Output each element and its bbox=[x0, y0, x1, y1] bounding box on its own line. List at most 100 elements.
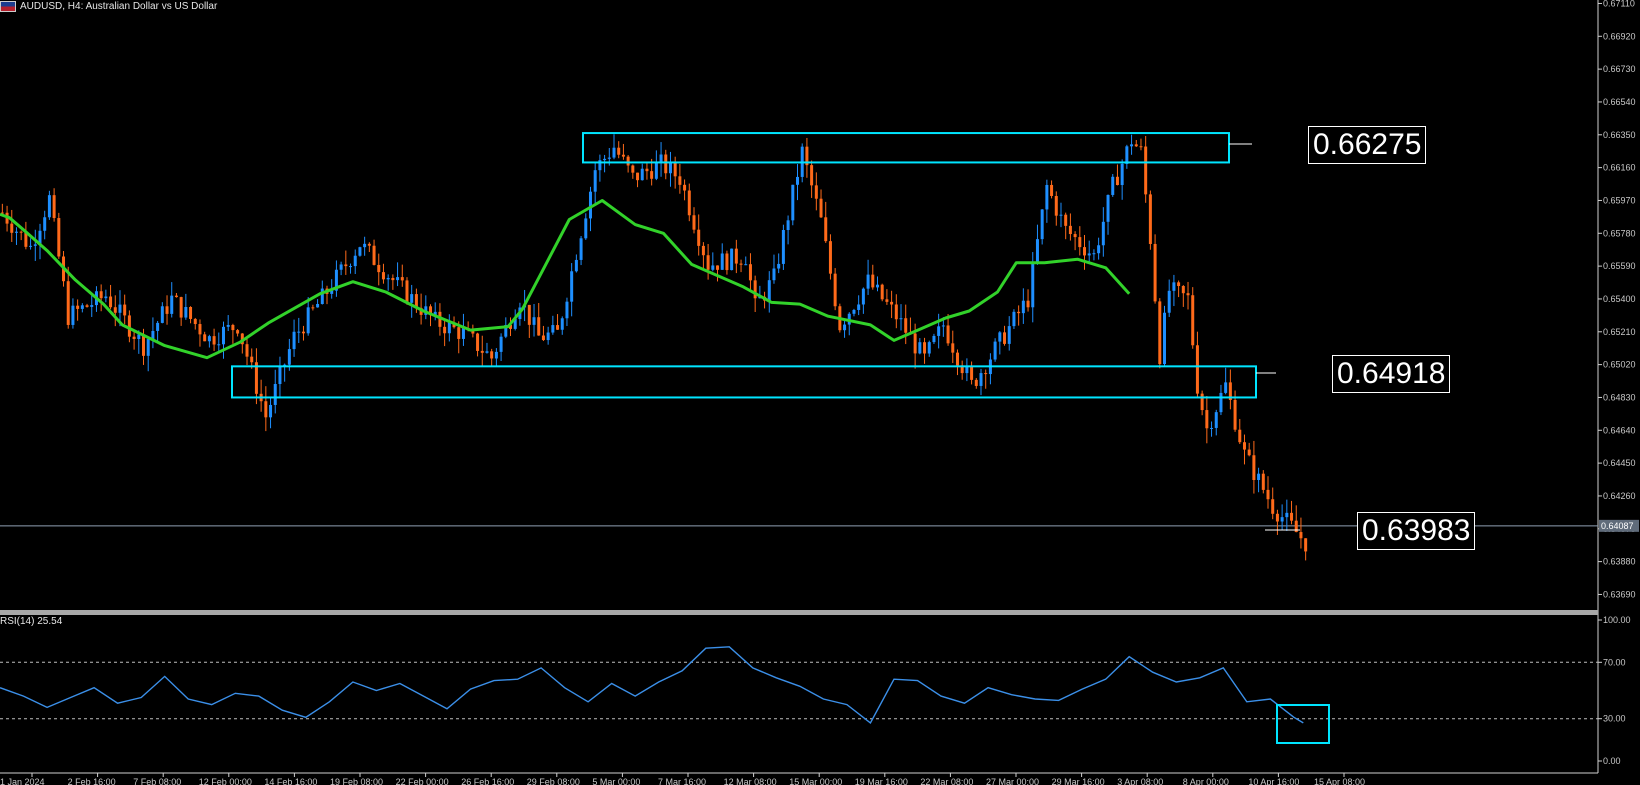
candle-body bbox=[236, 330, 240, 334]
candle-body bbox=[673, 162, 677, 177]
candle-body bbox=[400, 277, 404, 281]
candle-body bbox=[927, 342, 931, 354]
candle-body bbox=[381, 272, 385, 280]
candle-body bbox=[1158, 301, 1162, 365]
time-tick-label: 12 Mar 08:00 bbox=[724, 777, 777, 785]
rsi-label: RSI(14) 25.54 bbox=[0, 616, 63, 627]
candle-body bbox=[0, 212, 4, 214]
candle-body bbox=[1130, 144, 1134, 147]
candle-body bbox=[739, 263, 743, 265]
candle-body bbox=[1257, 473, 1261, 481]
candle-body bbox=[687, 190, 691, 216]
candle-body bbox=[109, 296, 113, 308]
candle-body bbox=[814, 185, 818, 199]
price-tick-label: 0.65400 bbox=[1603, 294, 1636, 304]
time-tick-label: 10 Apr 16:00 bbox=[1248, 777, 1299, 785]
candle-body bbox=[485, 351, 489, 353]
candle-body bbox=[683, 184, 687, 191]
candle-body bbox=[1172, 282, 1176, 291]
candle-body bbox=[212, 336, 216, 345]
candle-body bbox=[631, 165, 635, 173]
price-tick-label: 0.64640 bbox=[1603, 425, 1636, 435]
candle-body bbox=[113, 307, 117, 313]
price-tick-label: 0.66160 bbox=[1603, 163, 1636, 173]
candle-body bbox=[43, 217, 47, 231]
candle-body bbox=[391, 277, 395, 281]
candle-body bbox=[791, 184, 795, 221]
candle-body bbox=[349, 266, 353, 268]
candle-body bbox=[1068, 225, 1072, 235]
flag-icon bbox=[0, 0, 16, 12]
candle-body bbox=[203, 334, 207, 342]
candle-body bbox=[556, 325, 560, 330]
candle-body bbox=[1299, 532, 1303, 539]
candle-body bbox=[217, 344, 221, 346]
candle-body bbox=[612, 147, 616, 158]
candle-body bbox=[1177, 282, 1181, 287]
time-tick-label: 2 Feb 16:00 bbox=[68, 777, 116, 785]
time-tick-label: 8 Apr 00:00 bbox=[1183, 777, 1229, 785]
candle-body bbox=[551, 325, 555, 333]
candle-body bbox=[890, 301, 894, 305]
candle-body bbox=[955, 352, 959, 366]
candle-body bbox=[85, 305, 89, 307]
candle-body bbox=[1144, 146, 1148, 195]
candle-body bbox=[170, 295, 174, 314]
candle-body bbox=[231, 324, 235, 331]
candle-body bbox=[570, 271, 574, 302]
candle-body bbox=[951, 343, 955, 353]
candle-body bbox=[330, 290, 334, 294]
rsi-tick-label: 70.00 bbox=[1603, 657, 1626, 667]
candle-body bbox=[979, 373, 983, 386]
candle-body bbox=[99, 291, 103, 299]
time-tick-label: 15 Mar 00:00 bbox=[789, 777, 842, 785]
candle-body bbox=[269, 404, 273, 418]
candle-body bbox=[320, 288, 324, 304]
candle-body bbox=[946, 325, 950, 344]
candle-body bbox=[52, 195, 56, 219]
candle-body bbox=[668, 162, 672, 174]
candle-body bbox=[607, 157, 611, 159]
candle-body bbox=[1021, 300, 1025, 314]
candle-body bbox=[480, 350, 484, 353]
candle-body bbox=[1252, 455, 1256, 481]
candle-body bbox=[184, 306, 188, 318]
price-tick-label: 0.63690 bbox=[1603, 589, 1636, 599]
candle-body bbox=[861, 288, 865, 305]
candle-body bbox=[937, 326, 941, 336]
candle-body bbox=[24, 232, 28, 247]
candle-body bbox=[1181, 286, 1185, 294]
candle-body bbox=[1083, 247, 1087, 256]
candle-body bbox=[833, 273, 837, 307]
candle-body bbox=[1059, 214, 1063, 216]
candle-body bbox=[1153, 243, 1157, 302]
candle-body bbox=[885, 299, 889, 302]
candle-body bbox=[1026, 300, 1030, 308]
candle-body bbox=[932, 335, 936, 343]
candle-body bbox=[824, 217, 828, 242]
candle-body bbox=[781, 230, 785, 264]
candle-body bbox=[358, 247, 362, 256]
time-tick-label: 14 Feb 16:00 bbox=[264, 777, 317, 785]
candle-body bbox=[593, 170, 597, 192]
candle-body bbox=[875, 284, 879, 288]
support-zone-box bbox=[231, 365, 1257, 399]
candle-body bbox=[226, 324, 230, 327]
candle-body bbox=[76, 305, 80, 309]
candle-body bbox=[372, 245, 376, 265]
time-tick-label: 27 Mar 00:00 bbox=[986, 777, 1039, 785]
price-tick-label: 0.65970 bbox=[1603, 195, 1636, 205]
candle-body bbox=[1242, 442, 1246, 450]
candle-body bbox=[1214, 412, 1218, 428]
candle-body bbox=[984, 373, 988, 375]
candle-body bbox=[198, 324, 202, 335]
candle-body bbox=[410, 294, 414, 303]
price-tick-label: 0.64450 bbox=[1603, 458, 1636, 468]
price-tick-label: 0.65020 bbox=[1603, 360, 1636, 370]
candle-body bbox=[654, 162, 658, 179]
candle-body bbox=[1050, 184, 1054, 196]
candle-body bbox=[146, 339, 150, 356]
time-tick-label: 26 Feb 16:00 bbox=[461, 777, 514, 785]
